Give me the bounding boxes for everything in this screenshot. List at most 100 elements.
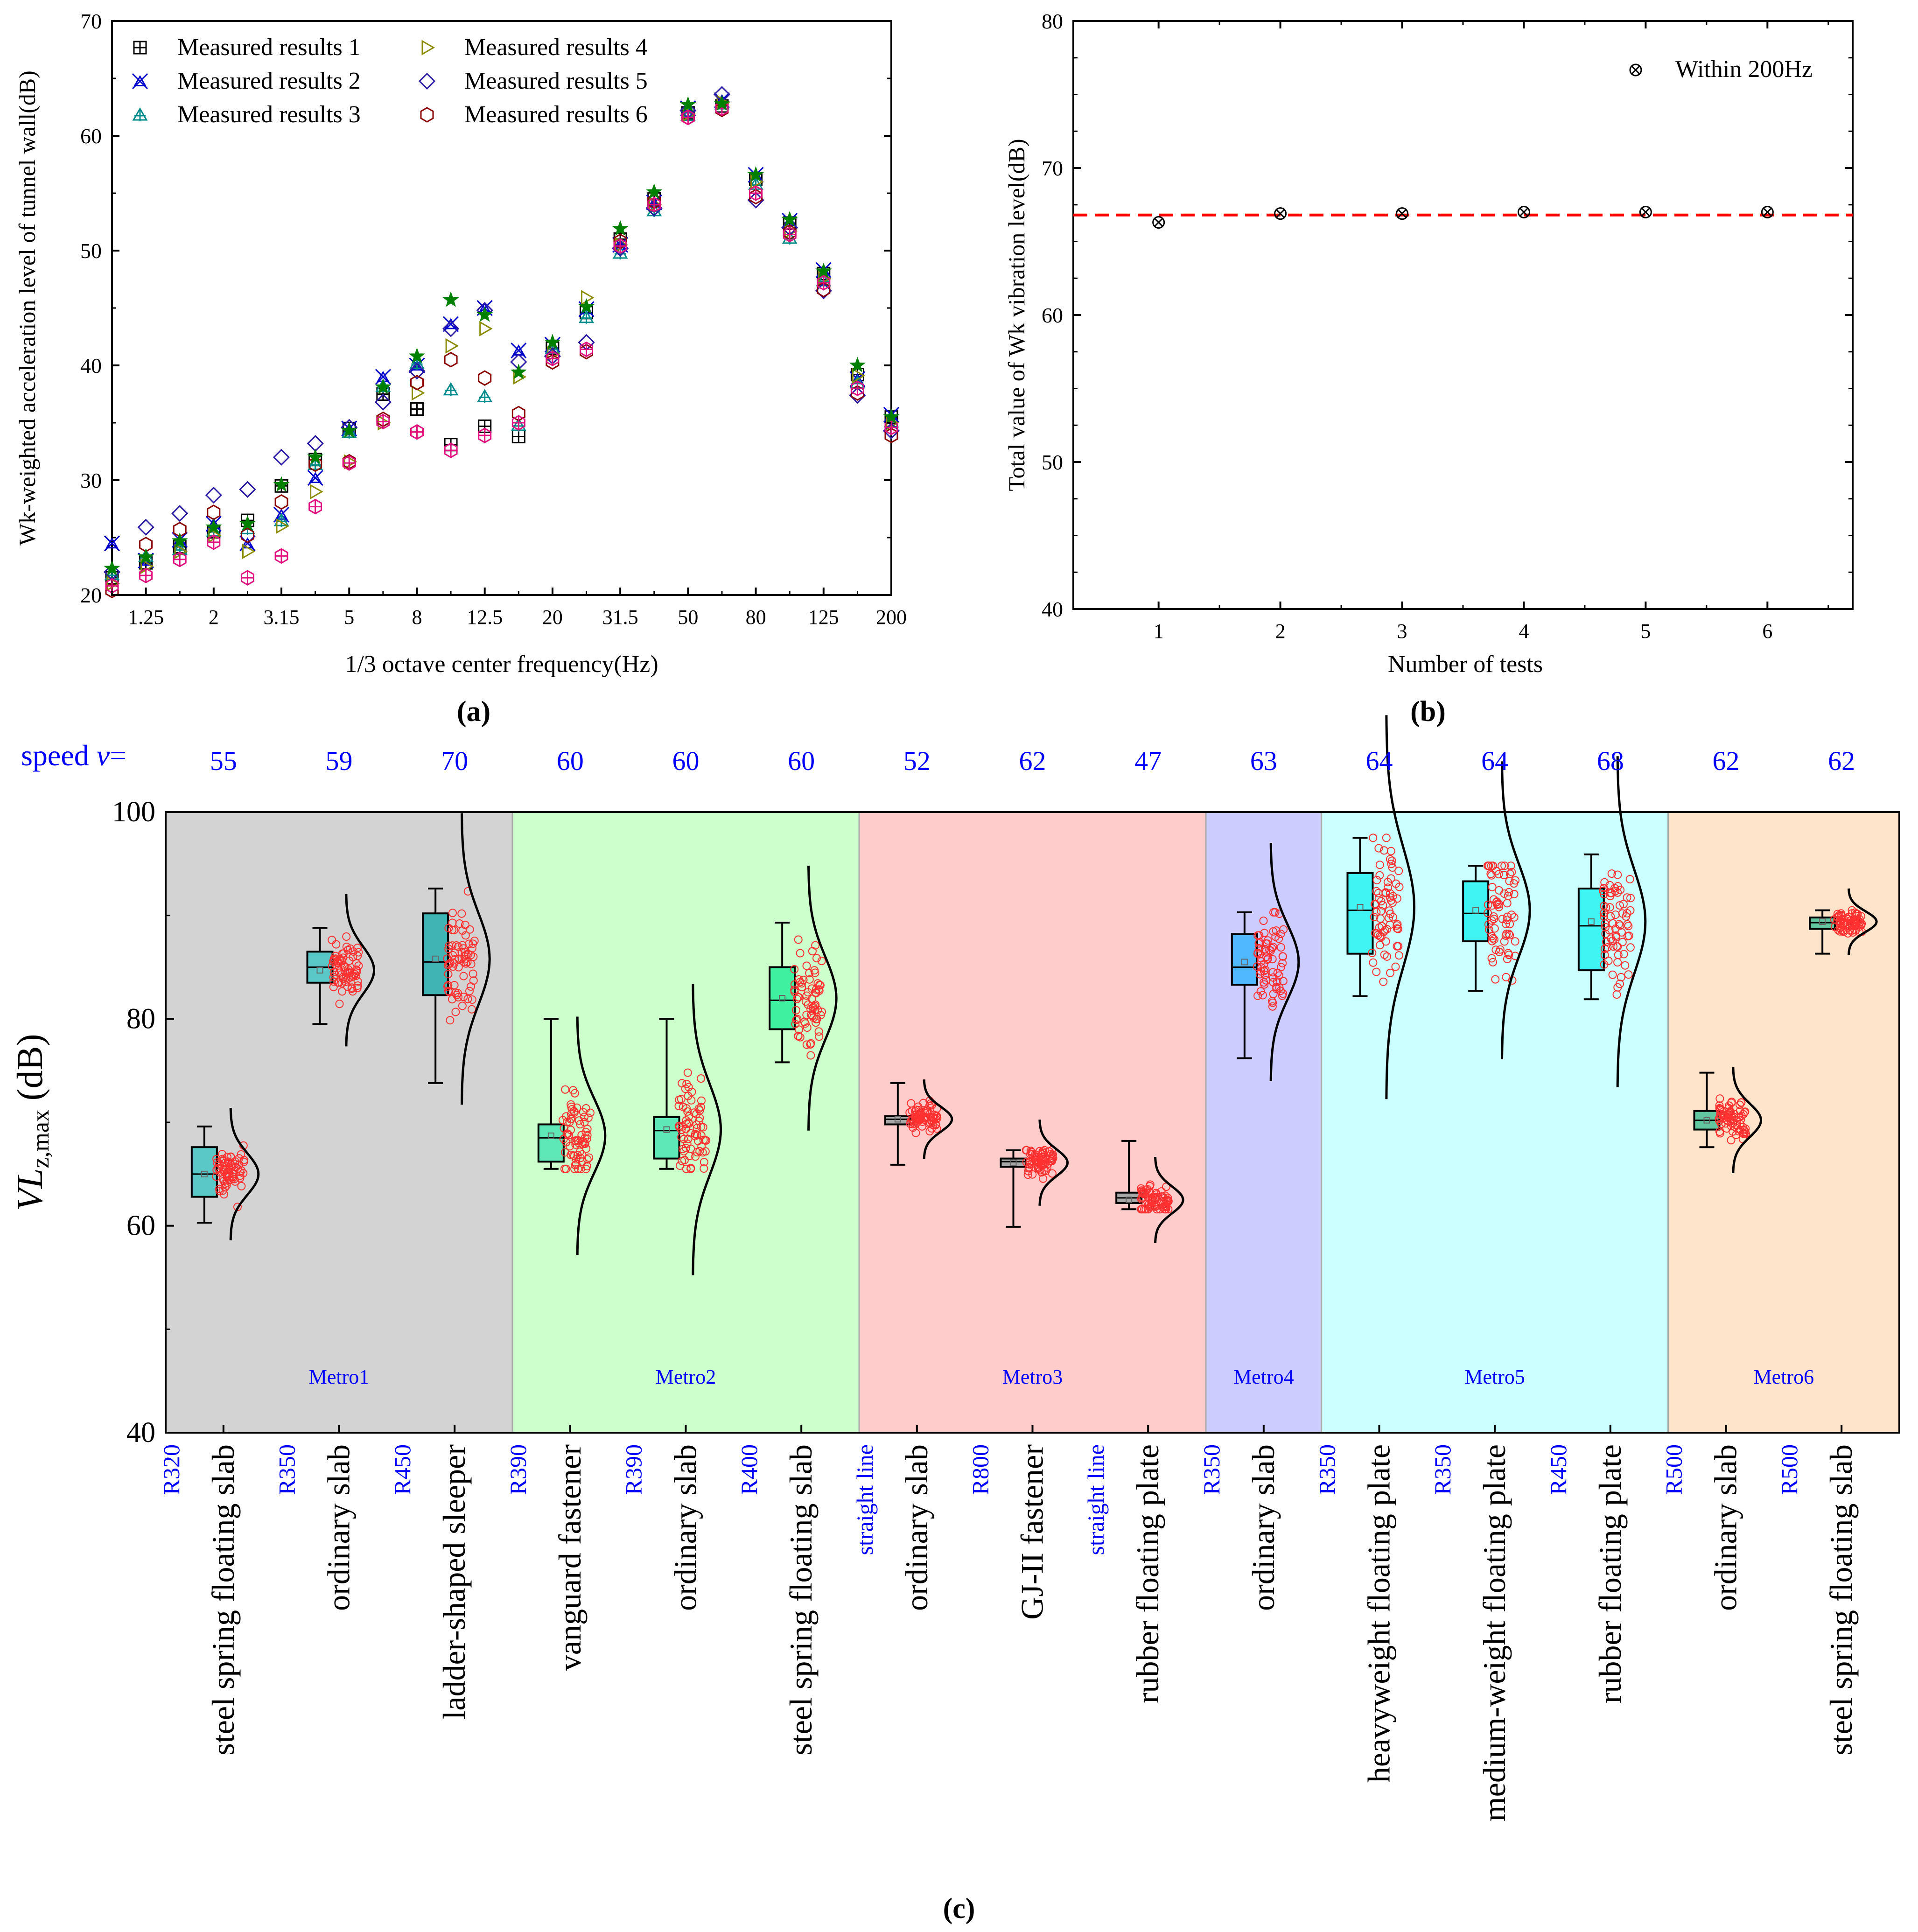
panel-c-data-dot — [677, 1133, 686, 1141]
panel-c-data-dot — [678, 1122, 687, 1131]
panel-a-point-series-6 — [410, 375, 424, 391]
panel-c-data-dot — [1599, 909, 1608, 917]
panel-a-point-series-4 — [343, 454, 357, 470]
panel-c-data-dot — [1024, 1167, 1033, 1176]
panel-c-data-dot — [577, 1131, 586, 1140]
panel-c-data-dot — [1269, 943, 1277, 952]
panel-c-data-dot — [1492, 867, 1501, 875]
panel-c-data-dot — [1279, 925, 1288, 934]
panel-c-data-dot — [349, 947, 358, 956]
panel-c-distribution-curve — [1269, 843, 1300, 1081]
panel-c-data-dot — [685, 1112, 693, 1120]
panel-c-data-dot — [1393, 924, 1401, 933]
panel-c-data-dot — [931, 1120, 940, 1129]
panel-c-data-dot — [225, 1165, 234, 1174]
panel-a-point-green-star — [646, 183, 663, 199]
panel-c-data-dot — [567, 1102, 576, 1111]
panel-c-data-dot — [812, 1018, 820, 1027]
panel-c-data-dot — [1496, 945, 1505, 954]
panel-c-data-dot — [1606, 889, 1615, 897]
panel-c-data-dot — [812, 1015, 820, 1023]
panel-c-data-dot — [1487, 871, 1496, 880]
panel-a-plot-frame — [111, 20, 892, 596]
panel-a-y-tick-label: 30 — [80, 469, 102, 492]
panel-c-data-dot — [794, 1031, 803, 1040]
panel-b-y-tick-label: 70 — [1042, 156, 1063, 180]
panel-c-box-mean — [1241, 959, 1248, 966]
panel-c-data-dot — [1495, 886, 1504, 895]
panel-c-data-dot — [700, 1158, 708, 1167]
panel-c-data-dots — [1599, 869, 1635, 999]
panel-c-speed-value: 62 — [1713, 746, 1740, 776]
panel-a-point-series-5 — [815, 282, 832, 300]
panel-c-data-dot — [1256, 987, 1265, 996]
panel-c-data-dot — [691, 1132, 700, 1141]
panel-b-legend: Within 200Hz — [1629, 56, 1813, 83]
panel-c-data-dot — [1278, 959, 1287, 967]
panel-c-data-dot — [1043, 1163, 1051, 1172]
panel-c-data-dot — [1487, 861, 1496, 870]
panel-c-data-dot — [1140, 1205, 1149, 1214]
panel-c-data-dot — [914, 1102, 923, 1111]
panel-a-caption: (a) — [457, 696, 490, 728]
panel-c-data-dot — [229, 1173, 238, 1182]
panel-c-data-dot — [227, 1163, 236, 1172]
panel-c-data-dot — [446, 959, 455, 967]
panel-a-point-green-star — [781, 211, 798, 227]
panel-a-point-series-6 — [274, 494, 288, 510]
panel-c-data-dot — [682, 1164, 691, 1173]
panel-c-data-dot — [1505, 951, 1513, 959]
panel-b-point — [1396, 207, 1409, 220]
panel-c-data-dot — [1259, 917, 1268, 925]
panel-b: 40 50 60 70 80 1 2 3 4 5 6 Within 200Hz Total valu… — [1003, 9, 1854, 728]
panel-a-point-series-6 — [884, 427, 898, 443]
panel-c-data-dot — [331, 971, 340, 980]
panel-c-data-dot — [1500, 937, 1509, 946]
panel-c-data-dot — [1613, 882, 1622, 891]
panel-c-data-dot — [695, 1113, 704, 1122]
panel-c-data-dot — [221, 1179, 230, 1188]
panel-c-data-dot — [444, 970, 453, 979]
panel-c-data-dot — [333, 959, 342, 968]
panel-c-data-dot — [1386, 855, 1394, 864]
panel-a-x-axis-label: 1/3 octave center frequency(Hz) — [345, 651, 658, 678]
panel-a-point-series-4 — [106, 575, 120, 591]
panel-c-box-1 — [190, 1107, 260, 1240]
panel-c-data-dot — [1022, 1146, 1030, 1155]
panel-c-data-dot — [1386, 968, 1395, 977]
panel-c-data-dot — [684, 1118, 693, 1127]
panel-a-point-series-4 — [242, 544, 256, 560]
panel-c-box-body — [422, 912, 449, 996]
panel-c-data-dot — [218, 1150, 227, 1159]
panel-c-data-dot — [676, 1161, 684, 1170]
panel-c-y-axis-label: VLz,max (dB) — [9, 1034, 54, 1211]
panel-c-box-14 — [1693, 1067, 1763, 1174]
panel-c-data-dot — [565, 1131, 574, 1140]
panel-c-data-dot — [686, 1129, 695, 1138]
panel-c-data-dot — [815, 1032, 824, 1041]
panel-c-data-dot — [687, 1096, 696, 1105]
panel-c-data-dot — [1611, 910, 1620, 919]
panel-c-data-dot — [581, 1164, 590, 1173]
panel-c-data-dot — [465, 987, 474, 995]
panel-c-radius-label: R350 — [1314, 1444, 1340, 1495]
panel-c-data-dot — [1607, 869, 1616, 878]
panel-c-data-dot — [1140, 1188, 1149, 1197]
panel-c-data-dot — [1611, 887, 1620, 896]
panel-c-speed-value: 63 — [1250, 746, 1277, 776]
panel-c-data-dot — [1049, 1154, 1057, 1163]
panel-c-data-dot — [691, 1130, 700, 1138]
panel-c-data-dot — [1386, 847, 1395, 855]
panel-a-y-tick-label: 70 — [80, 9, 102, 33]
panel-c-data-dot — [699, 1123, 707, 1132]
panel-c-data-dot — [329, 973, 338, 982]
panel-c-distribution-curve — [576, 1016, 607, 1255]
panel-c-data-dot — [1388, 898, 1397, 907]
panel-c-data-dot — [1375, 871, 1384, 880]
panel-b-point — [1517, 206, 1530, 218]
panel-c-data-dot — [1261, 976, 1270, 985]
panel-c-y-tick-label: 80 — [126, 1003, 155, 1035]
panel-c-data-dot — [566, 1142, 574, 1151]
panel-c-distribution-curve — [1848, 888, 1878, 955]
panel-c-data-dot — [1371, 929, 1379, 938]
